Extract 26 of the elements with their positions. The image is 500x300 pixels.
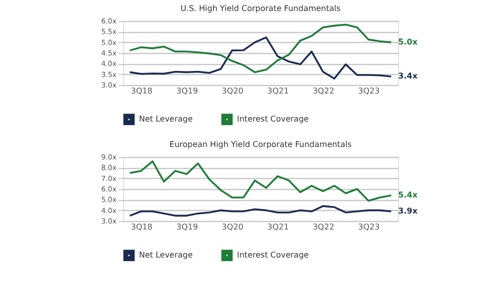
legend-label: Net Leverage <box>139 114 193 124</box>
annotation: 3.9x <box>398 206 418 216</box>
x-tick-label: 3Q22 <box>312 86 334 96</box>
legend-label: Net Leverage <box>139 250 193 260</box>
chart-title: European High Yield Corporate Fundamentals <box>169 140 352 149</box>
line-series <box>128 205 392 217</box>
x-tick-label: 3Q23 <box>358 86 380 96</box>
line-series <box>128 160 392 202</box>
x-tick-label: 3Q20 <box>222 222 244 232</box>
line-series <box>128 36 392 80</box>
x-tick-label: 3Q20 <box>222 86 244 96</box>
x-tick-label: 3Q19 <box>176 222 198 232</box>
annotation: 5.4x <box>398 190 418 200</box>
x-tick-label: 3Q21 <box>267 86 289 96</box>
x-tick-label: 3Q22 <box>312 222 334 232</box>
x-tick-label: 3Q21 <box>267 222 289 232</box>
x-tick-label: 3Q23 <box>358 222 380 232</box>
chart-title: U.S. High Yield Corporate Fundamentals <box>180 4 341 13</box>
legend-label: Interest Coverage <box>237 114 309 124</box>
line-series <box>128 24 392 74</box>
annotation: 3.4x <box>398 71 418 80</box>
x-tick-label: 3Q19 <box>176 86 198 96</box>
legend-label: Interest Coverage <box>237 250 309 260</box>
x-tick-label: 3Q18 <box>130 86 152 96</box>
x-tick-label: 3Q18 <box>130 222 152 232</box>
annotation: 5.0x <box>398 37 418 46</box>
